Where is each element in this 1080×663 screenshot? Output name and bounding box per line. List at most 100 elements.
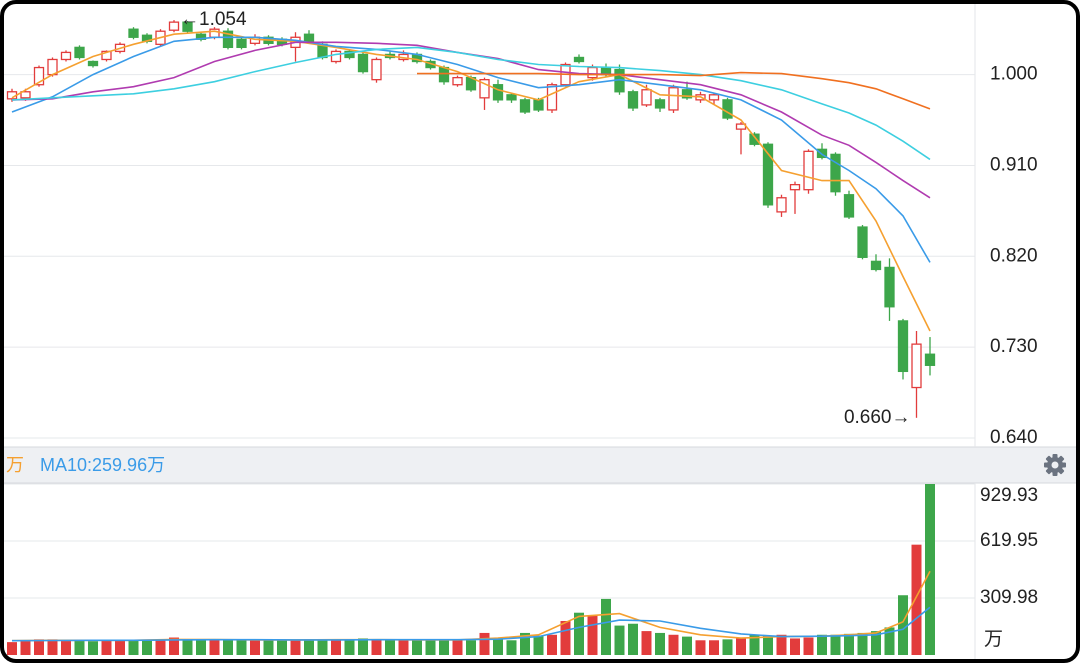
candle-body xyxy=(708,94,720,101)
candle-body xyxy=(587,66,598,79)
volume-bar xyxy=(7,642,17,655)
volume-bar xyxy=(304,639,314,655)
ma-line xyxy=(11,606,931,642)
ma-line xyxy=(11,46,931,161)
volume-bar xyxy=(709,640,719,655)
candle-body xyxy=(101,50,112,61)
volume-bar xyxy=(479,632,490,655)
volume-bar xyxy=(196,640,206,655)
candle-body xyxy=(330,50,342,63)
indicator-strip xyxy=(0,447,1080,483)
y-tick-label: 0.730 xyxy=(990,336,1038,357)
candle-body xyxy=(506,94,517,101)
volume-bar xyxy=(520,632,530,655)
volume-bar xyxy=(385,640,395,655)
y-tick-label: 309.98 xyxy=(980,587,1038,608)
volume-bar xyxy=(547,634,557,655)
volume-bar xyxy=(574,612,584,655)
volume-bar xyxy=(115,640,125,655)
candle-body xyxy=(722,99,733,119)
volume-bar xyxy=(871,631,881,655)
ma-line xyxy=(11,41,931,199)
volume-bar xyxy=(763,635,773,655)
candle-body xyxy=(776,197,787,213)
legend-entry: 万 xyxy=(6,455,24,475)
volume-bar xyxy=(398,639,409,655)
candle-body xyxy=(236,38,247,49)
volume-bar xyxy=(155,639,166,655)
candle-body xyxy=(681,89,693,99)
candle-body xyxy=(74,46,85,59)
candle-body xyxy=(344,50,355,59)
volume-bar xyxy=(209,640,220,655)
candle-body xyxy=(20,91,31,99)
volume-bar xyxy=(34,639,44,655)
candle-body xyxy=(371,58,382,81)
volume-bar xyxy=(412,640,422,655)
candle-body xyxy=(87,60,99,67)
y-unit: 万 xyxy=(984,629,1003,650)
candle-body xyxy=(884,266,895,308)
volume-bar xyxy=(371,640,382,655)
legend-entry: MA10:259.96万 xyxy=(40,455,165,475)
volume-bar xyxy=(722,639,733,655)
candle-body xyxy=(897,320,909,373)
ma-line xyxy=(11,30,931,332)
candle-body xyxy=(762,143,774,206)
volume-bar xyxy=(817,634,827,655)
volume-bar xyxy=(439,639,449,655)
volume-bar xyxy=(20,640,31,655)
y-tick-label: 1.000 xyxy=(990,64,1038,85)
candle-body xyxy=(654,99,666,109)
candle-body xyxy=(843,194,855,218)
annotation: 0.660→ xyxy=(844,407,911,428)
candle-body xyxy=(222,30,234,49)
volume-bar xyxy=(614,625,625,655)
y-tick-label: 0.820 xyxy=(990,245,1038,266)
candle-body xyxy=(627,91,639,109)
y-tick-label: 0.640 xyxy=(990,427,1038,448)
candle-body xyxy=(357,53,369,73)
volume-bar xyxy=(277,640,287,655)
volume-bar xyxy=(425,640,436,655)
candle-body xyxy=(830,153,841,193)
volume-bar xyxy=(88,641,98,655)
candle-body xyxy=(668,87,679,111)
candle-body xyxy=(911,343,922,389)
volume-bar xyxy=(169,637,179,655)
volume-bar xyxy=(830,634,841,655)
candle-body xyxy=(479,79,490,99)
ma-line xyxy=(417,71,931,110)
volume-bar xyxy=(290,640,301,655)
candle-body xyxy=(303,33,315,42)
volume-bar xyxy=(263,640,274,655)
candle-body xyxy=(492,84,504,101)
volume-bar xyxy=(925,484,935,655)
volume-bar xyxy=(790,638,800,655)
volume-bar xyxy=(560,620,571,655)
volume-bar xyxy=(358,638,368,655)
candle-body xyxy=(533,99,544,111)
candle-body xyxy=(749,133,760,145)
volume-bar xyxy=(695,640,706,655)
candle-body xyxy=(452,76,463,86)
volume-bar xyxy=(628,623,638,655)
volume-bar xyxy=(493,637,503,655)
volume-bar xyxy=(142,640,152,655)
candle-body xyxy=(857,226,868,258)
volume-bar xyxy=(776,634,787,655)
volume-bar xyxy=(317,640,328,655)
volume-bar xyxy=(736,638,746,655)
volume-bar xyxy=(533,635,544,655)
annotation: ←1.054 xyxy=(180,9,247,30)
candle-body xyxy=(870,260,882,271)
volume-bar xyxy=(641,631,652,655)
volume-bar xyxy=(331,639,341,655)
settings-gear[interactable] xyxy=(1044,454,1066,476)
volume-bar xyxy=(182,639,193,655)
volume-bar xyxy=(452,640,463,655)
volume-bar xyxy=(898,595,908,655)
volume-bar xyxy=(128,640,139,655)
